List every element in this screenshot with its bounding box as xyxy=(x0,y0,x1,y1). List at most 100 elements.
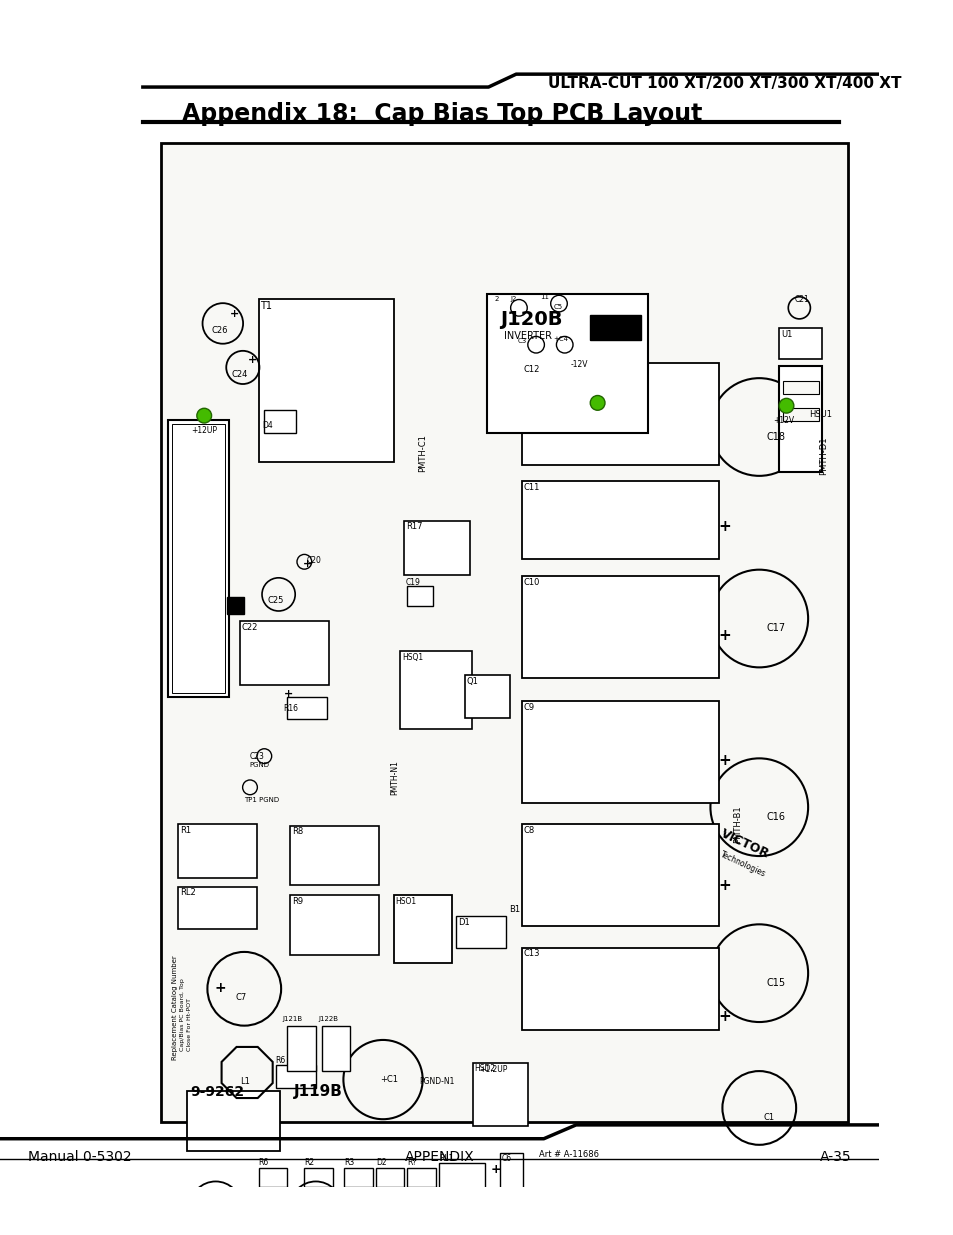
Text: +12UP: +12UP xyxy=(192,426,217,435)
Bar xyxy=(521,480,719,559)
Text: 9-9262: 9-9262 xyxy=(190,1084,244,1099)
Text: D4: D4 xyxy=(262,421,273,430)
Text: J2: J2 xyxy=(510,296,517,303)
Text: +: + xyxy=(214,982,226,995)
Bar xyxy=(782,409,818,421)
Bar xyxy=(169,420,229,697)
Text: R6: R6 xyxy=(275,1056,286,1065)
Text: C11: C11 xyxy=(523,483,539,492)
Text: T1: T1 xyxy=(260,301,273,311)
Text: +: + xyxy=(718,753,730,768)
Text: L1: L1 xyxy=(239,1077,250,1086)
Bar xyxy=(779,366,821,473)
Text: +: + xyxy=(718,629,730,643)
Text: Manual 0-5302: Manual 0-5302 xyxy=(28,1150,132,1163)
Bar xyxy=(275,1066,315,1088)
Text: R?: R? xyxy=(407,1158,416,1167)
Text: R8: R8 xyxy=(292,827,303,836)
Text: +12V: +12V xyxy=(773,416,794,425)
Text: PMTH-C1: PMTH-C1 xyxy=(417,433,427,472)
Text: +: + xyxy=(718,519,730,535)
Text: APPENDIX: APPENDIX xyxy=(404,1150,474,1163)
Bar xyxy=(178,824,257,878)
Circle shape xyxy=(196,409,212,424)
Bar xyxy=(487,294,647,432)
Text: +: + xyxy=(248,356,257,366)
Bar xyxy=(258,299,395,462)
Text: C19: C19 xyxy=(405,578,420,587)
Bar xyxy=(521,947,719,1030)
Bar xyxy=(227,598,244,614)
Text: C5: C5 xyxy=(553,304,562,310)
Bar xyxy=(590,315,639,341)
Text: Art # A-11686: Art # A-11686 xyxy=(538,1150,598,1160)
Text: VICTOR: VICTOR xyxy=(719,827,771,861)
Text: R1: R1 xyxy=(180,826,192,835)
Bar xyxy=(304,1167,333,1187)
Text: +: + xyxy=(718,1009,730,1024)
Bar xyxy=(161,143,847,1123)
Bar xyxy=(782,380,818,394)
Text: C9: C9 xyxy=(523,703,535,711)
Text: R2: R2 xyxy=(304,1158,314,1167)
Text: A-35: A-35 xyxy=(820,1150,851,1163)
Text: C17: C17 xyxy=(766,624,785,634)
Text: C22: C22 xyxy=(241,624,258,632)
Bar xyxy=(172,424,225,693)
Text: TP1 PGND: TP1 PGND xyxy=(244,797,279,803)
Text: +: + xyxy=(283,689,293,699)
Text: D1: D1 xyxy=(457,919,469,927)
Bar xyxy=(395,895,451,963)
Text: C16: C16 xyxy=(766,811,785,821)
Text: C10: C10 xyxy=(523,578,539,587)
Text: R9: R9 xyxy=(292,897,303,906)
Text: PGND: PGND xyxy=(250,762,270,768)
Text: D3: D3 xyxy=(625,319,637,327)
Bar xyxy=(456,916,505,947)
Text: +: + xyxy=(302,559,312,569)
Text: Close For Ht-POT: Close For Ht-POT xyxy=(187,998,192,1051)
Text: C26: C26 xyxy=(212,326,228,335)
Text: C24: C24 xyxy=(232,370,248,379)
Bar xyxy=(258,1167,287,1187)
Text: C7: C7 xyxy=(235,993,247,1003)
Text: RL1: RL1 xyxy=(438,1153,453,1163)
Bar xyxy=(290,826,378,885)
Text: R3: R3 xyxy=(344,1158,355,1167)
Circle shape xyxy=(779,399,793,412)
Text: Technologies: Technologies xyxy=(719,850,766,878)
Text: C21: C21 xyxy=(794,295,809,304)
Text: C12: C12 xyxy=(523,366,539,374)
Text: +C4: +C4 xyxy=(553,336,568,342)
Bar xyxy=(264,410,295,432)
Bar xyxy=(287,1026,315,1071)
Bar xyxy=(400,651,471,729)
Text: 2: 2 xyxy=(494,296,498,303)
Bar xyxy=(287,697,327,719)
Bar xyxy=(521,363,719,466)
Text: PGND-N1: PGND-N1 xyxy=(418,1077,454,1086)
Bar xyxy=(178,887,257,929)
Text: PMTH-N1: PMTH-N1 xyxy=(390,761,399,795)
Bar xyxy=(438,1163,484,1189)
Bar xyxy=(407,1167,436,1187)
Text: J119B: J119B xyxy=(294,1083,343,1099)
Bar xyxy=(521,700,719,803)
Text: Q1: Q1 xyxy=(466,677,477,687)
Text: C23: C23 xyxy=(250,752,264,762)
Text: C18: C18 xyxy=(766,431,785,442)
Text: 11: 11 xyxy=(539,294,549,300)
Bar xyxy=(521,576,719,678)
Bar xyxy=(499,1153,522,1189)
Text: HSO1: HSO1 xyxy=(395,897,416,906)
Text: U1: U1 xyxy=(781,330,792,338)
Text: C8: C8 xyxy=(523,826,535,835)
Text: +1.2UP: +1.2UP xyxy=(478,1066,507,1074)
Text: C13: C13 xyxy=(523,950,539,958)
Text: C1: C1 xyxy=(763,1113,774,1121)
Text: C15: C15 xyxy=(766,978,785,988)
Text: HSU1: HSU1 xyxy=(808,410,831,419)
Bar xyxy=(321,1026,350,1071)
Bar xyxy=(464,676,510,718)
Bar xyxy=(240,621,329,685)
